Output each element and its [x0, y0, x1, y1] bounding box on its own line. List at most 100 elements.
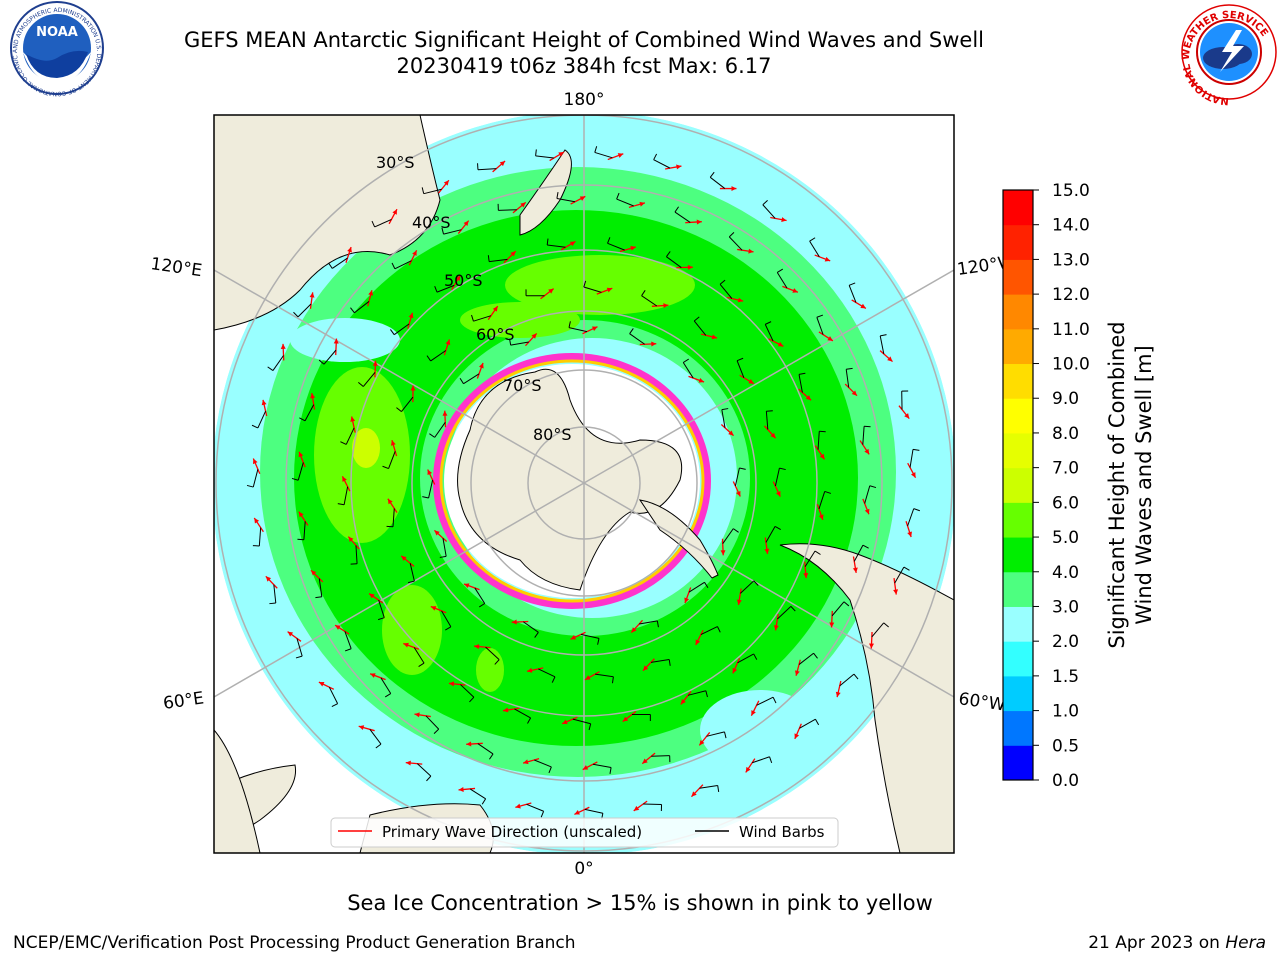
wind-barb-flag: [445, 626, 452, 631]
wave-arrow-head: [751, 710, 756, 716]
wind-barb-flag: [668, 659, 671, 666]
wave-arrow-head: [458, 787, 464, 792]
wave-arrow-head: [633, 805, 640, 811]
wind-barb-flag: [396, 407, 402, 412]
wave-arrow-head: [474, 644, 480, 650]
wave-arrow-head: [445, 339, 451, 345]
legend-barb-label: Wind Barbs: [739, 823, 825, 841]
wind-barb-flag: [331, 703, 338, 707]
wind-barb: [629, 333, 645, 345]
wave-arrow-head: [770, 432, 776, 439]
wind-barb: [848, 285, 857, 303]
wave-arrow-head: [622, 716, 629, 722]
wind-barb: [526, 803, 544, 812]
wind-barb-flag: [816, 314, 824, 318]
wind-barb-flag: [382, 465, 389, 470]
wave-arrow-head: [254, 517, 260, 524]
wind-barb: [273, 584, 277, 604]
wind-barb-flag: [269, 602, 276, 605]
wind-barb: [489, 258, 508, 263]
wind-barb: [699, 785, 718, 789]
wave-arrow-head: [548, 288, 554, 294]
wind-barb-flag: [318, 359, 325, 365]
wind-barb-flag: [551, 676, 556, 683]
wave-arrow-head: [261, 399, 267, 406]
wind-barb-flag: [869, 485, 877, 489]
wave-arrow-head: [651, 341, 657, 347]
wind-barb: [374, 218, 392, 228]
colorbar-tick-label: 0.0: [1052, 771, 1079, 791]
wind-barb-flag: [777, 268, 784, 273]
map-frame: [213, 114, 955, 854]
wave-arrow-head: [735, 490, 741, 497]
wind-barb-flag: [459, 378, 464, 384]
wind-barb-flag: [546, 238, 549, 246]
wave-arrow-head: [663, 303, 669, 309]
colorbar-tick-label: 10.0: [1052, 355, 1090, 375]
wind-barb: [653, 159, 671, 169]
wind-barb-flag: [489, 753, 494, 760]
wind-barb-flag: [814, 550, 821, 555]
colorbar-segment: [1003, 224, 1033, 260]
wave-arrow-head: [642, 758, 648, 764]
wind-barb-flag: [527, 717, 532, 724]
wind-barb: [378, 599, 385, 618]
wave-arrow-head: [792, 288, 798, 293]
colorbar-tick-label: 0.5: [1052, 736, 1079, 756]
wind-barb: [498, 209, 517, 211]
wind-barb: [318, 578, 323, 597]
colorbar-segment: [1003, 467, 1033, 503]
colorbar-tick-label: 14.0: [1052, 216, 1090, 236]
lon-label-0: 0°: [574, 859, 593, 879]
wave-arrow-head: [520, 202, 526, 208]
wind-barb: [674, 211, 691, 223]
wave-arrow-head: [851, 390, 857, 396]
wind-barb: [547, 244, 566, 248]
wind-barb-flag: [433, 728, 440, 734]
sea-ice-edge-pink: [433, 353, 711, 609]
wave-arrow-head: [372, 360, 378, 366]
wind-barb: [460, 684, 475, 698]
wind-barb-flag: [674, 206, 679, 213]
wave-arrow-head: [687, 264, 693, 270]
meridian-120e: [214, 269, 585, 484]
wind-barb: [722, 528, 734, 544]
wind-barb-flag: [813, 652, 818, 659]
wind-barb: [666, 256, 682, 268]
colorbar-tick-label: 8.0: [1052, 424, 1079, 444]
wind-barb-flag: [534, 632, 539, 638]
footer-date: 21 Apr 2023 on Hera: [1088, 933, 1266, 953]
wind-barb: [862, 426, 865, 445]
colorbar-tick-label: 1.5: [1052, 667, 1079, 687]
band-6-7m-peak: [352, 428, 380, 468]
wave-arrow-head: [347, 247, 352, 253]
wind-barb: [580, 633, 600, 639]
lat-label-50s: 50°S: [444, 271, 483, 290]
colorbar-segment: [1003, 190, 1033, 226]
wind-barb: [751, 756, 770, 764]
wind-barb-flag: [753, 580, 759, 586]
wind-barb: [774, 468, 780, 487]
wind-barb: [736, 360, 745, 378]
wind-barb: [871, 622, 885, 638]
wind-barb-flag: [903, 566, 910, 571]
wave-arrow-head: [794, 733, 800, 739]
wave-arrow-head: [676, 164, 682, 170]
wind-barb-flag: [350, 307, 355, 314]
band-2-3m-aus: [290, 318, 400, 362]
colorbar-segment: [1003, 571, 1033, 607]
wind-barb-flag: [609, 767, 612, 774]
wave-arrow-head: [893, 589, 899, 595]
wave-arrow-head: [728, 430, 734, 436]
band-5-6m-pacific2: [460, 302, 580, 338]
wind-barb: [392, 508, 395, 527]
wind-barb: [474, 587, 486, 604]
wave-arrow-head: [745, 766, 751, 773]
wind-barb: [700, 626, 718, 636]
wind-barb: [909, 449, 914, 468]
wave-arrow-head: [764, 548, 770, 554]
wave-arrow-head: [387, 498, 393, 505]
wave-arrow-head: [562, 719, 568, 725]
wind-barb: [583, 286, 602, 293]
wave-arrow-head: [348, 536, 354, 543]
